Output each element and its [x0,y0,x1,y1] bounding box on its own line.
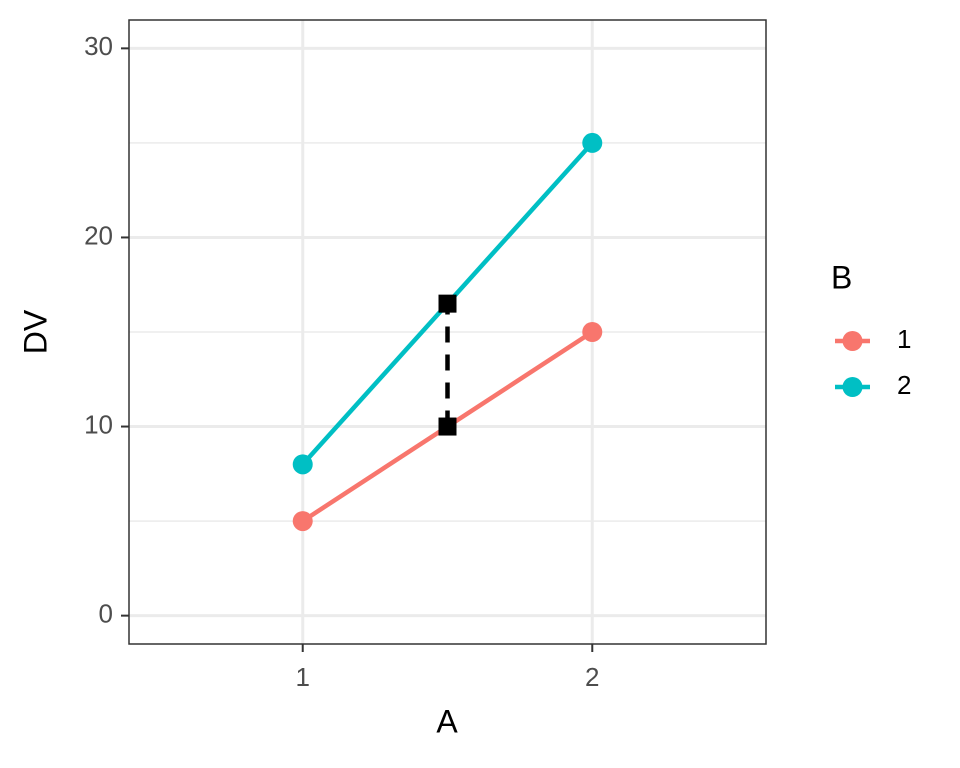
plot-border [128,19,767,645]
x-tick-label: 2 [585,662,599,692]
midpoint [438,417,457,436]
legend-key-point [842,331,863,351]
point [582,322,603,342]
midpoint [438,294,457,313]
x-tick-label: 1 [295,662,309,692]
y-axis-title: DV [17,309,53,354]
legend-label: 1 [897,324,911,354]
point [292,511,313,532]
point [582,132,603,153]
legend-label: 2 [897,370,911,400]
y-tick-label: 0 [99,599,113,629]
legend-key-point [842,377,863,397]
y-tick-label: 10 [84,409,113,439]
point [292,454,313,475]
y-tick-label: 20 [84,220,113,250]
x-axis-title: A [436,703,458,739]
y-tick-label: 30 [84,31,113,61]
legend-title: B [831,259,852,295]
